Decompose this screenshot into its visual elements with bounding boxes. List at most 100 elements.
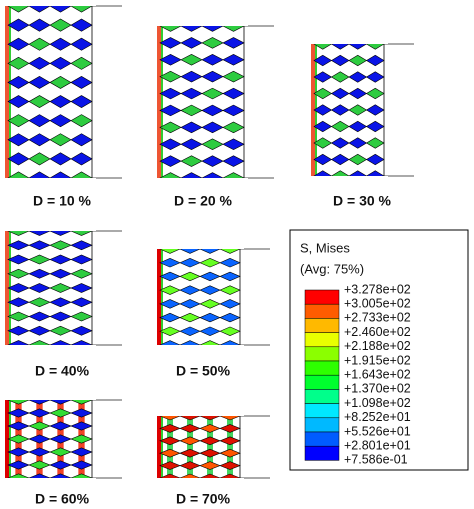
cell-wall (70, 254, 93, 265)
cell-wall (179, 436, 201, 446)
cell-wall (330, 137, 350, 149)
cell-wall (49, 447, 72, 457)
cell-wall (28, 297, 51, 308)
edge-strip-inner (161, 416, 163, 478)
legend-color (304, 332, 340, 348)
panel-label: D = 30 % (333, 193, 392, 209)
cell-wall (201, 104, 224, 117)
panel (156, 411, 270, 483)
cell-wall (70, 268, 93, 279)
cell-wall (49, 311, 72, 322)
cell-wall (365, 104, 385, 116)
cell-wall (7, 37, 30, 51)
cell-wall (219, 326, 241, 337)
cell-wall (49, 268, 72, 279)
cell-wall (159, 37, 182, 49)
legend-label: +1.098e+02 (344, 396, 411, 410)
cell-wall (222, 87, 245, 100)
cell-wall (180, 155, 203, 167)
cell-wall (199, 271, 221, 282)
legend-label: +1.370e+02 (344, 382, 411, 396)
cell-wall (7, 421, 30, 431)
cell-wall (222, 104, 245, 117)
edge-strip (5, 400, 9, 478)
cell-wall (70, 408, 93, 418)
cell-wall (330, 104, 350, 116)
cell-wall (219, 436, 241, 446)
cell-wall (180, 87, 203, 100)
cell-wall (219, 299, 241, 309)
panel-label: D = 50% (176, 363, 231, 379)
legend-label: +3.278e+02 (344, 282, 411, 296)
cell-wall (159, 155, 182, 167)
edge-strip (157, 249, 161, 345)
panel-label: D = 40% (35, 363, 90, 379)
cell-wall (70, 95, 93, 109)
cell-wall (201, 54, 224, 66)
cell-wall (219, 312, 241, 323)
legend-title: S, Mises (300, 240, 350, 255)
legend-color (304, 417, 340, 433)
legend-color (304, 318, 340, 333)
cell-wall (348, 54, 368, 67)
cell-wall (7, 18, 30, 32)
cell-wall (219, 271, 241, 282)
edge-strip (157, 416, 161, 478)
cell-wall (28, 75, 51, 89)
cell-wall (70, 297, 93, 308)
legend-label: +1.915e+02 (344, 353, 411, 367)
legend-label: +2.733e+02 (344, 311, 411, 325)
cell-wall (7, 447, 30, 457)
clip-top (4, 225, 96, 231)
panel-label: D = 60% (35, 491, 90, 507)
cell-wall (219, 448, 241, 458)
cell-wall (179, 424, 201, 433)
cell-wall (7, 75, 30, 89)
cell-wall (179, 257, 201, 268)
cell-wall (199, 448, 221, 458)
edge-strip-inner (9, 6, 11, 178)
clip-bottom (4, 345, 96, 351)
cell-wall (180, 121, 203, 134)
cell-wall (179, 312, 201, 323)
panel (4, 225, 122, 351)
cell-wall (199, 312, 221, 323)
cell-wall (7, 408, 30, 418)
cell-wall (70, 56, 93, 70)
cell-wall (49, 133, 72, 147)
cell-wall (179, 271, 201, 282)
cell-wall (365, 153, 385, 166)
legend-color (304, 360, 340, 376)
cell-wall (201, 155, 224, 167)
cell-wall (348, 104, 368, 116)
cell-wall (222, 138, 245, 150)
cell-wall (199, 326, 221, 337)
cell-wall (199, 461, 221, 470)
cell-wall (7, 240, 30, 251)
cell-wall (49, 95, 72, 109)
cell-wall (365, 54, 385, 67)
cell-wall (330, 153, 350, 166)
cell-wall (219, 461, 241, 470)
panel (156, 243, 270, 351)
cell-wall (7, 460, 30, 470)
cell-wall (365, 120, 385, 133)
cell-wall (348, 87, 368, 100)
cell-wall (199, 285, 221, 295)
legend-subtitle: (Avg: 75%) (300, 261, 364, 276)
cell-wall (201, 138, 224, 150)
cell-wall (70, 311, 93, 322)
edge-strip (157, 26, 161, 178)
cell-wall (365, 137, 385, 149)
cell-wall (7, 254, 30, 265)
cell-wall (179, 285, 201, 295)
cell-wall (49, 434, 72, 444)
cell-wall (28, 434, 51, 444)
cell-wall (28, 283, 51, 293)
cell-wall (179, 299, 201, 309)
legend-label: +8.252e+01 (344, 410, 411, 424)
stress-band (167, 416, 173, 478)
cell-wall (159, 121, 182, 134)
cell-wall (70, 434, 93, 444)
